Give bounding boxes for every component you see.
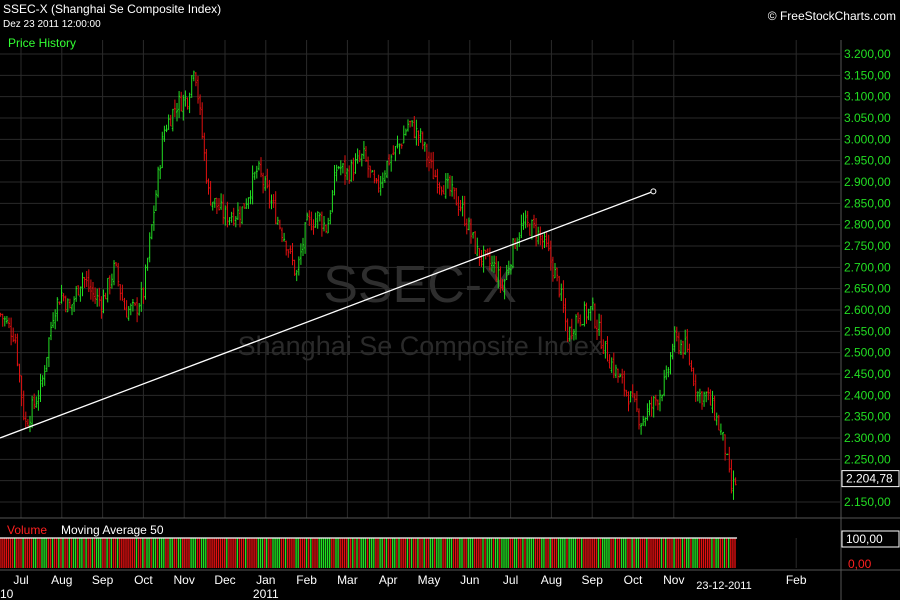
x-tick-label: Aug <box>541 573 562 587</box>
y-tick-label: 2.500,00 <box>844 346 891 360</box>
y-tick-label: 2.600,00 <box>844 303 891 317</box>
y-tick-label: 2.450,00 <box>844 367 891 381</box>
trendline-handle <box>650 188 657 195</box>
y-tick-label: 3.150,00 <box>844 68 891 82</box>
y-tick-label: 3.200,00 <box>844 47 891 61</box>
y-tick-label: 2.400,00 <box>844 388 891 402</box>
x-tick-label: Mar <box>337 573 358 587</box>
y-tick-label: 2.850,00 <box>844 196 891 210</box>
y-tick-label: 2.750,00 <box>844 239 891 253</box>
chart-title: SSEC-X (Shanghai Se Composite Index) <box>3 2 222 16</box>
trendline <box>0 188 657 439</box>
x-tick-label: Jan <box>256 573 275 587</box>
y-tick-label: 2.650,00 <box>844 282 891 296</box>
x-tick-label: Aug <box>51 573 72 587</box>
y-tick-label: 2.700,00 <box>844 260 891 274</box>
x-tick-label: Nov <box>663 573 684 587</box>
volume-label: Volume <box>7 523 48 537</box>
trendline-line <box>0 190 654 439</box>
y-tick-label: 2.350,00 <box>844 410 891 424</box>
x-tick-label: Jun <box>460 573 479 587</box>
moving-average-label: Moving Average 50 <box>61 523 164 537</box>
x-tick-label: Nov <box>174 573 195 587</box>
y-axis: 3.200,00 3.150,00 3.100,00 3.050,00 3.000,00… <box>841 47 900 509</box>
x-tick-label: Oct <box>624 573 643 587</box>
x-tick-label: Oct <box>134 573 153 587</box>
volume-scale-bottom: 0,00 <box>848 557 872 571</box>
y-tick-label: 2.550,00 <box>844 324 891 338</box>
x-year-label: 10 <box>0 587 14 600</box>
x-tick-label: May <box>418 573 441 587</box>
x-axis: Jul Aug Sep Oct Nov Dec Jan Feb Mar Apr May Jun Jul A… <box>0 573 807 600</box>
x-year-label: 2011 <box>253 587 279 600</box>
y-tick-label: 3.050,00 <box>844 111 891 125</box>
chart-datetime: Dez 23 2011 12:00:00 <box>3 19 101 30</box>
x-tick-label: Sep <box>582 573 604 587</box>
volume-scale-box <box>841 530 900 548</box>
volume-scale-top: 100,00 <box>846 532 883 546</box>
watermark-name: Shanghai Se Composite Index <box>238 331 603 361</box>
y-tick-label: 2.150,00 <box>844 495 891 509</box>
last-price-box <box>841 470 900 488</box>
x-tick-label: Feb <box>786 573 807 587</box>
x-tick-label: Jul <box>13 573 28 587</box>
x-tick-label: Feb <box>296 573 317 587</box>
x-tick-label: Dec <box>214 573 235 587</box>
y-tick-label: 2.250,00 <box>844 452 891 466</box>
last-price-label: 2.204,78 <box>846 472 893 486</box>
y-tick-label: 2.300,00 <box>844 431 891 445</box>
y-tick-label: 3.000,00 <box>844 132 891 146</box>
y-tick-label: 2.900,00 <box>844 175 891 189</box>
x-tick-label: Sep <box>92 573 114 587</box>
y-tick-label: 2.950,00 <box>844 154 891 168</box>
indicator-label: Price History <box>8 36 77 50</box>
chart-grid <box>0 40 900 600</box>
x-tick-label: Jul <box>503 573 518 587</box>
y-tick-label: 3.100,00 <box>844 90 891 104</box>
y-tick-label: 2.800,00 <box>844 218 891 232</box>
volume-panel: 100,00 0,00 <box>0 530 900 571</box>
price-bars <box>0 70 737 500</box>
copyright-link[interactable]: © FreeStockCharts.com <box>767 9 896 23</box>
current-date-label: 23-12-2011 <box>696 580 751 592</box>
x-tick-label: Apr <box>379 573 398 587</box>
